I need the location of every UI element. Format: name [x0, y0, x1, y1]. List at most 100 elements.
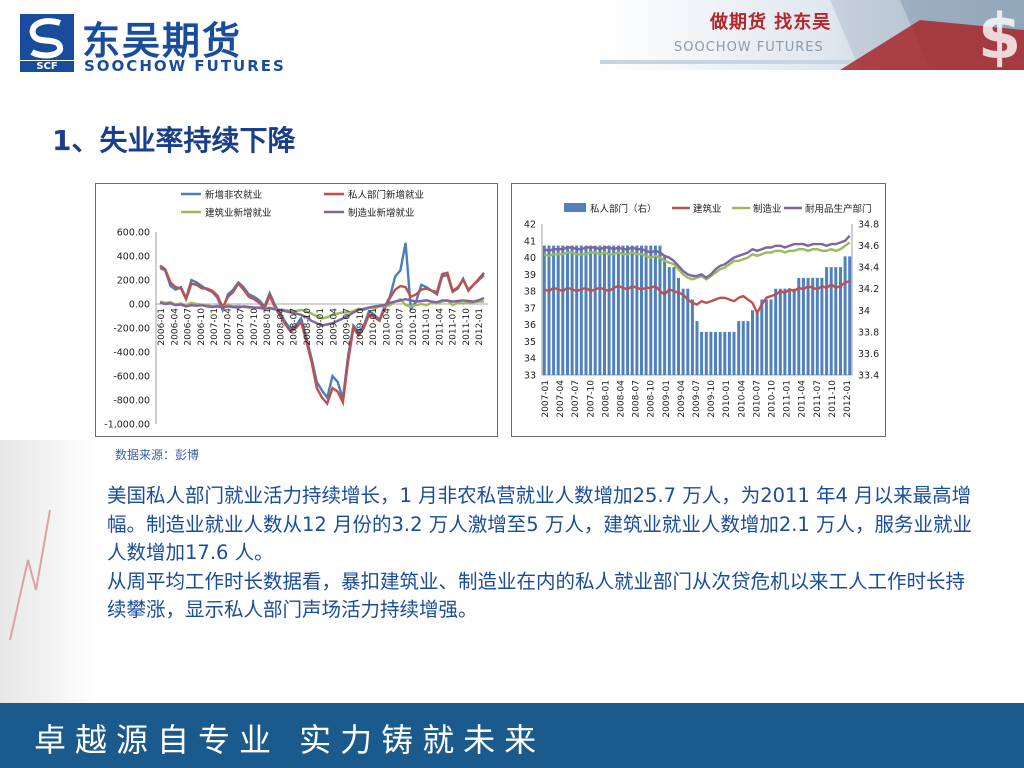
x-tick-label: 2006-10 [197, 308, 207, 346]
x-tick-label: 2008-07 [290, 308, 300, 346]
y-tick-label: 200.00 [117, 276, 150, 287]
series-line-3 [543, 234, 851, 280]
logo-english-name: SOOCHOW FUTURES [84, 57, 286, 75]
x-tick-label: 2007-10 [250, 308, 260, 346]
bar [579, 245, 583, 375]
x-tick-label: 2008-04 [617, 380, 627, 418]
bar [686, 288, 690, 375]
bar [751, 310, 754, 375]
legend-label: 建筑业 [693, 203, 722, 215]
bar [806, 277, 810, 375]
bar [843, 256, 847, 375]
y-tick-label: 0.00 [129, 300, 150, 311]
bar [593, 245, 597, 375]
bar [839, 267, 842, 375]
bar [672, 267, 676, 375]
x-tick-label: 2010-07 [396, 308, 406, 346]
right-y-tick-label: 34.6 [858, 241, 879, 252]
bar [603, 245, 606, 375]
bar [635, 245, 639, 375]
bar [718, 331, 722, 375]
bar [681, 288, 685, 375]
x-tick-label: 2007-10 [586, 380, 596, 418]
right-y-tick-label: 33.8 [858, 327, 879, 338]
left-y-tick-label: 36 [524, 320, 536, 331]
svg-text:$: $ [978, 0, 1021, 70]
left-y-tick-label: 35 [524, 337, 536, 348]
right-y-tick-label: 34.4 [858, 263, 879, 274]
x-tick-label: 2011-04 [798, 380, 808, 418]
y-tick-label: -1,000.00 [104, 420, 150, 431]
x-tick-label: 2007-01 [210, 308, 220, 346]
bar [547, 245, 551, 375]
x-tick-label: 2009-04 [677, 380, 687, 418]
right-y-tick-label: 33.6 [858, 349, 879, 360]
bar [630, 245, 634, 375]
bar [755, 310, 759, 375]
bar [704, 331, 708, 375]
bar [774, 288, 778, 375]
bar [663, 256, 667, 375]
left-y-tick-label: 39 [524, 270, 536, 281]
body-text: 美国私人部门就业活力持续增长，1 月非农私营就业人数增加25.7 万人，为201… [107, 482, 977, 625]
series-line-2 [543, 241, 851, 281]
bar [542, 245, 546, 375]
bar [741, 321, 745, 375]
x-tick-label: 2010-04 [737, 380, 747, 418]
left-y-tick-label: 37 [524, 303, 536, 314]
y-tick-label: 400.00 [117, 252, 150, 263]
footer-slogan: 卓越源自专业 实力铸就未来 [34, 721, 546, 759]
footer-bar [0, 703, 1024, 768]
bar [820, 277, 824, 375]
bar [769, 299, 773, 375]
header-slogan-english: SOOCHOW FUTURES [674, 40, 824, 55]
legend-label: 制造业新增就业 [348, 207, 415, 219]
y-tick-label: -200.00 [113, 324, 150, 335]
bar [561, 245, 565, 375]
legend-label: 私人部门新增就业 [348, 189, 424, 201]
x-tick-label: 2008-01 [601, 380, 611, 418]
legend-label: 新增非农就业 [205, 189, 262, 201]
bar [589, 245, 593, 375]
bar [848, 256, 852, 375]
bar [556, 245, 560, 375]
bar [616, 245, 620, 375]
bar [783, 288, 787, 375]
x-tick-label: 2010-04 [382, 308, 392, 346]
data-source-note: 数据来源：彭博 [115, 448, 200, 462]
x-tick-label: 2008-10 [303, 308, 313, 346]
bar [667, 267, 671, 375]
weekly-hours-chart-svg: 42 41 40 39 38 37 36 35 34 33 34.8 34.6 34.4 34.2 34 33… [524, 203, 879, 418]
bar [834, 267, 838, 375]
slide-title: 1、失业率持续下降 [52, 124, 296, 157]
left-y-tick-label: 34 [524, 354, 536, 365]
bar [732, 331, 736, 375]
bar [727, 331, 731, 375]
x-tick-label: 2009-01 [662, 380, 672, 418]
header-banner-graphic: $ [600, 0, 1024, 70]
left-y-tick-label: 40 [524, 253, 536, 264]
bar [566, 245, 569, 375]
bar [621, 245, 625, 375]
legend-label: 私人部门（右） [590, 203, 657, 215]
legend-label: 制造业 [753, 203, 782, 215]
left-y-tick-label: 38 [524, 287, 536, 298]
logo-abbreviation: SCF [20, 61, 74, 72]
x-tick-label: 2011-10 [828, 380, 838, 418]
bar [797, 277, 801, 375]
bar [690, 299, 694, 375]
bar [778, 288, 782, 375]
bar [811, 277, 815, 375]
bar [825, 267, 829, 375]
legend-label: 建筑业新增就业 [205, 207, 272, 219]
x-tick-label: 2008-07 [632, 380, 642, 418]
series-line-4 [159, 296, 485, 327]
left-y-tick-label: 41 [524, 236, 536, 247]
y-tick-label: 600.00 [117, 228, 150, 239]
bar [649, 245, 653, 375]
x-tick-label: 2009-07 [343, 308, 353, 346]
x-tick-label: 2007-04 [556, 380, 566, 418]
bar [764, 299, 768, 375]
left-y-tick-label: 33 [524, 371, 536, 382]
bar [695, 321, 699, 375]
